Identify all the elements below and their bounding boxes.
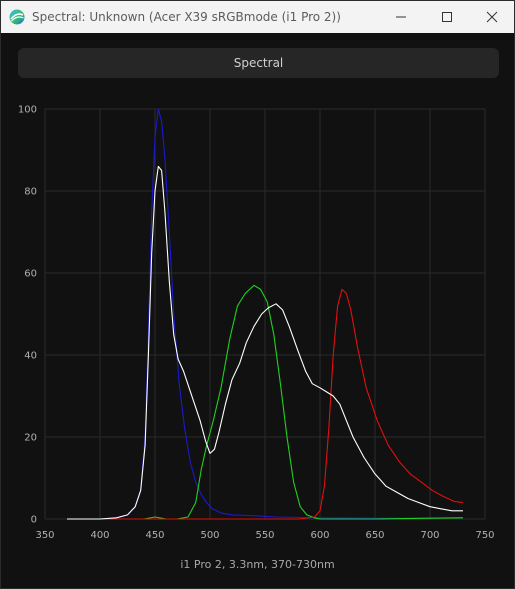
minimize-icon bbox=[396, 16, 406, 18]
close-button[interactable] bbox=[469, 1, 515, 33]
close-icon bbox=[486, 11, 498, 23]
app-logo-icon bbox=[9, 9, 25, 25]
x-tick-label: 700 bbox=[420, 530, 439, 541]
spectral-chart: 350 400 450 500 550 600 650 700 750 0 20 40 60 80 100 bbox=[18, 105, 495, 542]
maximize-icon bbox=[442, 12, 452, 22]
x-tick-label: 550 bbox=[255, 530, 274, 541]
x-tick-label: 650 bbox=[365, 530, 384, 541]
x-tick-label: 750 bbox=[475, 530, 494, 541]
y-tick-label: 80 bbox=[24, 187, 37, 198]
series-line-1 bbox=[67, 284, 464, 520]
y-tick-label: 0 bbox=[31, 515, 37, 526]
x-tick-label: 450 bbox=[145, 530, 164, 541]
x-tick-label: 600 bbox=[310, 530, 329, 541]
instrument-info-label: i1 Pro 2, 3.3nm, 370-730nm bbox=[180, 558, 335, 571]
minimize-button[interactable] bbox=[378, 1, 424, 33]
x-tick-label: 400 bbox=[90, 530, 109, 541]
x-tick-label: 350 bbox=[35, 530, 54, 541]
y-tick-label: 20 bbox=[24, 433, 37, 444]
maximize-button[interactable] bbox=[424, 1, 470, 33]
y-tick-label: 100 bbox=[18, 105, 37, 116]
title-bar[interactable]: Spectral: Unknown (Acer X39 sRGBmode (i1… bbox=[1, 1, 514, 33]
series-line-2 bbox=[67, 288, 464, 520]
spectral-tab-button[interactable]: Spectral bbox=[18, 48, 499, 78]
window-title: Spectral: Unknown (Acer X39 sRGBmode (i1… bbox=[32, 10, 341, 24]
y-tick-label: 60 bbox=[24, 269, 37, 280]
series-line-3 bbox=[67, 165, 463, 520]
y-tick-label: 40 bbox=[24, 351, 37, 362]
x-tick-label: 500 bbox=[200, 530, 219, 541]
